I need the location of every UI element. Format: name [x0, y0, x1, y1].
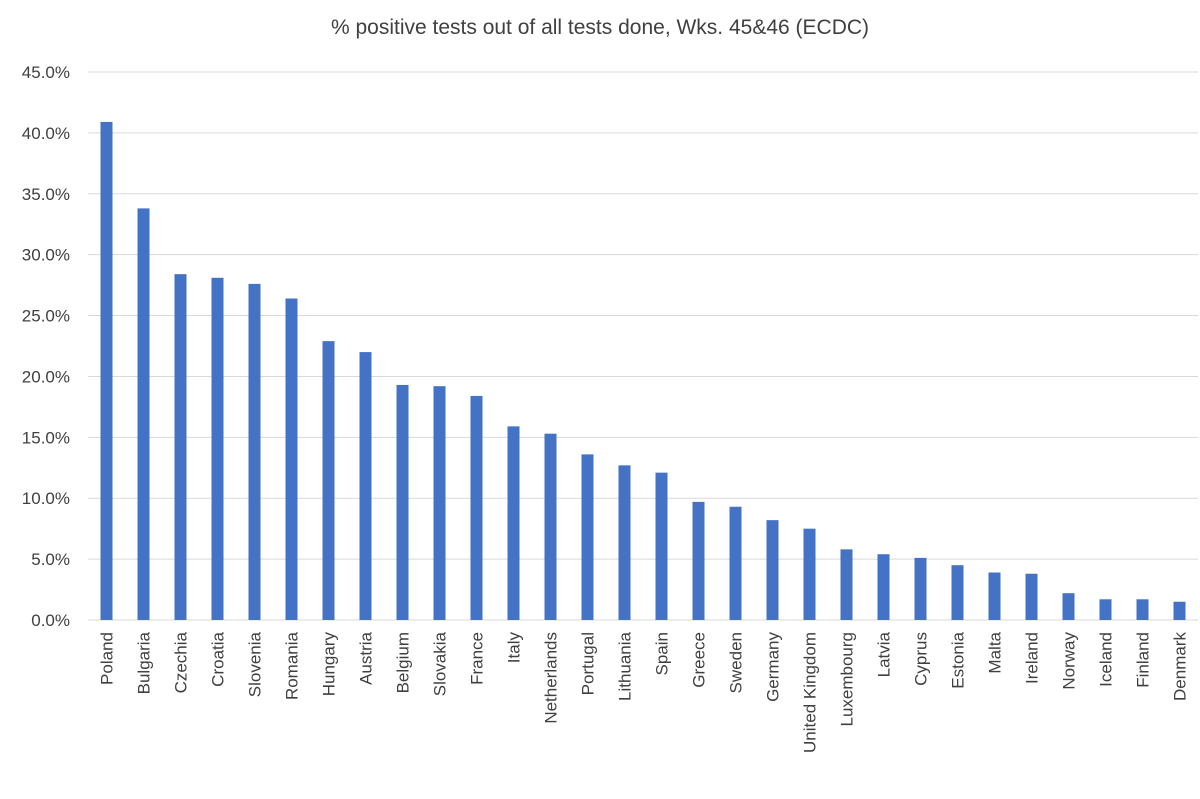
x-category-label: Hungary [320, 632, 339, 697]
bar-poland [100, 121, 113, 620]
bar-united-kingdom [803, 528, 816, 620]
bar-malta [988, 572, 1001, 620]
x-category-label: Sweden [727, 632, 746, 693]
x-category-label: Bulgaria [135, 631, 154, 694]
bar-lithuania [618, 465, 631, 620]
bar-sweden [729, 506, 742, 620]
bar-spain [655, 472, 668, 620]
y-tick-label: 40.0% [22, 124, 70, 143]
x-category-label: Norway [1060, 632, 1079, 690]
bar-portugal [581, 454, 594, 620]
chart-title: % positive tests out of all tests done, … [330, 16, 870, 39]
bar-ireland [1025, 573, 1038, 620]
bar-luxembourg [840, 549, 853, 620]
bar-denmark [1173, 601, 1186, 620]
x-axis-category-labels: Poland Bulgaria Czechia Croatia Slovenia Roma… [98, 631, 1190, 753]
x-category-label: Estonia [949, 631, 968, 688]
y-tick-label: 30.0% [22, 246, 70, 265]
x-category-label: Lithuania [616, 631, 635, 701]
y-tick-label: 0.0% [31, 611, 70, 630]
x-category-label: Czechia [172, 631, 191, 693]
x-category-label: Cyprus [912, 632, 931, 686]
x-category-label: Iceland [1097, 632, 1116, 687]
bar-hungary [322, 341, 335, 620]
bar-greece [692, 501, 705, 620]
bar-germany [766, 520, 779, 620]
x-category-label: Greece [690, 632, 709, 688]
x-category-label: Portugal [579, 632, 598, 695]
y-tick-label: 45.0% [22, 63, 70, 82]
bars [100, 121, 1186, 620]
x-category-label: Slovenia [246, 631, 265, 697]
x-category-label: Italy [505, 632, 524, 664]
bar-cyprus [914, 557, 927, 620]
x-category-label: Croatia [209, 631, 228, 686]
x-category-label: Belgium [394, 632, 413, 693]
bar-croatia [211, 277, 224, 620]
x-category-label: Poland [98, 632, 117, 685]
x-category-label: Finland [1134, 632, 1153, 688]
y-tick-label: 25.0% [22, 307, 70, 326]
x-category-label: Slovakia [431, 631, 450, 696]
y-tick-label: 15.0% [22, 428, 70, 447]
x-category-label: Austria [357, 631, 376, 684]
bar-france [470, 395, 483, 620]
x-category-label: France [468, 632, 487, 685]
bar-estonia [951, 565, 964, 620]
x-category-label: Romania [283, 631, 302, 700]
bar-austria [359, 352, 372, 620]
bar-belgium [396, 384, 409, 620]
bar-italy [507, 426, 520, 620]
x-category-label: Denmark [1171, 632, 1190, 701]
y-tick-label: 35.0% [22, 185, 70, 204]
x-category-label: Luxembourg [838, 632, 857, 727]
x-category-label: United Kingdom [801, 632, 820, 753]
bar-bulgaria [137, 208, 150, 620]
y-tick-label: 5.0% [31, 550, 70, 569]
x-category-label: Latvia [875, 631, 894, 677]
bar-romania [285, 298, 298, 620]
y-tick-label: 10.0% [22, 489, 70, 508]
bar-slovenia [248, 283, 261, 620]
bar-slovakia [433, 386, 446, 620]
x-category-label: Ireland [1023, 632, 1042, 684]
bar-iceland [1099, 599, 1112, 620]
y-tick-label: 20.0% [22, 367, 70, 386]
y-axis-tick-labels: 0.0% 5.0% 10.0% 15.0% 20.0% 25.0% 30.0% 35.0% 40… [22, 63, 70, 630]
bar-latvia [877, 554, 890, 620]
x-category-label: Spain [653, 632, 672, 675]
bar-finland [1136, 599, 1149, 620]
x-category-label: Malta [986, 631, 1005, 673]
bar-czechia [174, 274, 187, 620]
bar-norway [1062, 593, 1075, 620]
x-category-label: Netherlands [542, 632, 561, 724]
x-category-label: Germany [764, 632, 783, 702]
gridlines [88, 71, 1198, 621]
bar-netherlands [544, 433, 557, 620]
